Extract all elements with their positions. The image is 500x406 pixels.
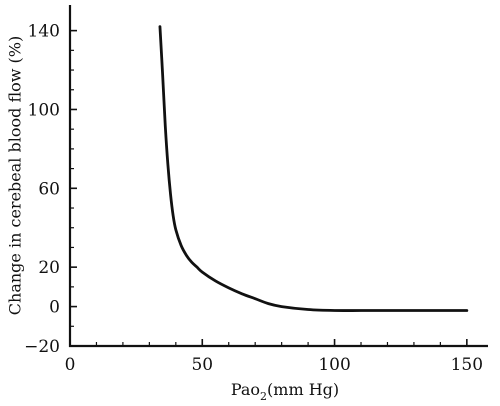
ticks	[69, 29, 468, 347]
y-tick-label: −20	[24, 337, 60, 357]
axes	[68, 5, 488, 348]
y-tick-label: 60	[38, 179, 60, 199]
y-tick-label: 20	[38, 258, 60, 278]
axis-titles: Change in cerebeal blood flow (%) Pao2(m…	[6, 36, 340, 403]
x-tick-label: 0	[65, 355, 76, 375]
y-tick-label: 140	[28, 22, 60, 42]
x-axis-title: Pao2(mm Hg)	[231, 380, 339, 403]
x-axis-title-unit: (mm Hg)	[267, 380, 339, 399]
y-tick-label: 0	[49, 298, 60, 318]
x-axis-title-subscript: 2	[260, 390, 267, 403]
x-axis-title-main: Pao	[231, 380, 260, 399]
series-line	[158, 25, 469, 312]
series	[158, 25, 469, 312]
x-tick-label: 50	[191, 355, 213, 375]
y-axis-title: Change in cerebeal blood flow (%)	[6, 36, 25, 315]
x-tick-label: 100	[318, 355, 350, 375]
x-tick-label: 150	[451, 355, 483, 375]
y-tick-label: 100	[28, 100, 60, 120]
